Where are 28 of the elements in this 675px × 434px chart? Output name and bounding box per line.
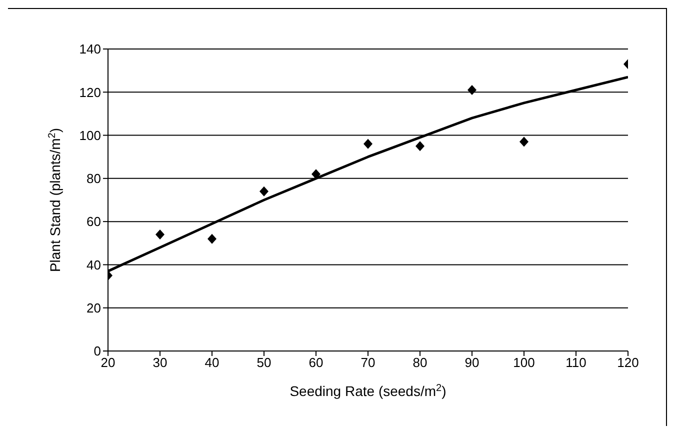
point: [364, 138, 372, 149]
y-tick-label: 40: [86, 257, 101, 272]
x-tick-label: 80: [412, 355, 428, 370]
x-tick-label: 100: [513, 355, 535, 370]
point: [520, 136, 528, 147]
x-tick-label: 110: [566, 355, 586, 370]
y-tick-label: 60: [86, 214, 101, 230]
x-axis-title: Seeding Rate (seeds/m$^{2}$): [290, 382, 446, 399]
point: [156, 230, 164, 240]
x-tick-label: 120: [617, 355, 639, 370]
x-tick-label: 60: [308, 355, 324, 370]
y-tick-label: 120: [79, 84, 101, 100]
x-tick-label: 70: [360, 355, 376, 370]
x-tick-label: 90: [464, 355, 480, 370]
point: [260, 186, 268, 196]
point: [468, 84, 476, 95]
y-tick-label: 0: [94, 344, 101, 359]
y-tick-label: 20: [86, 300, 101, 316]
point: [312, 169, 320, 180]
x-tick-label: 20: [100, 355, 116, 370]
x-tick-label: 30: [152, 355, 168, 370]
point: [416, 141, 424, 152]
point: [208, 234, 216, 244]
x-tick-label: 50: [256, 355, 272, 370]
y-tick-label: 80: [86, 171, 101, 186]
y-tick-label: 140: [79, 42, 101, 57]
y-tick-label: 100: [79, 128, 101, 143]
x-tick-label: 40: [204, 355, 220, 370]
